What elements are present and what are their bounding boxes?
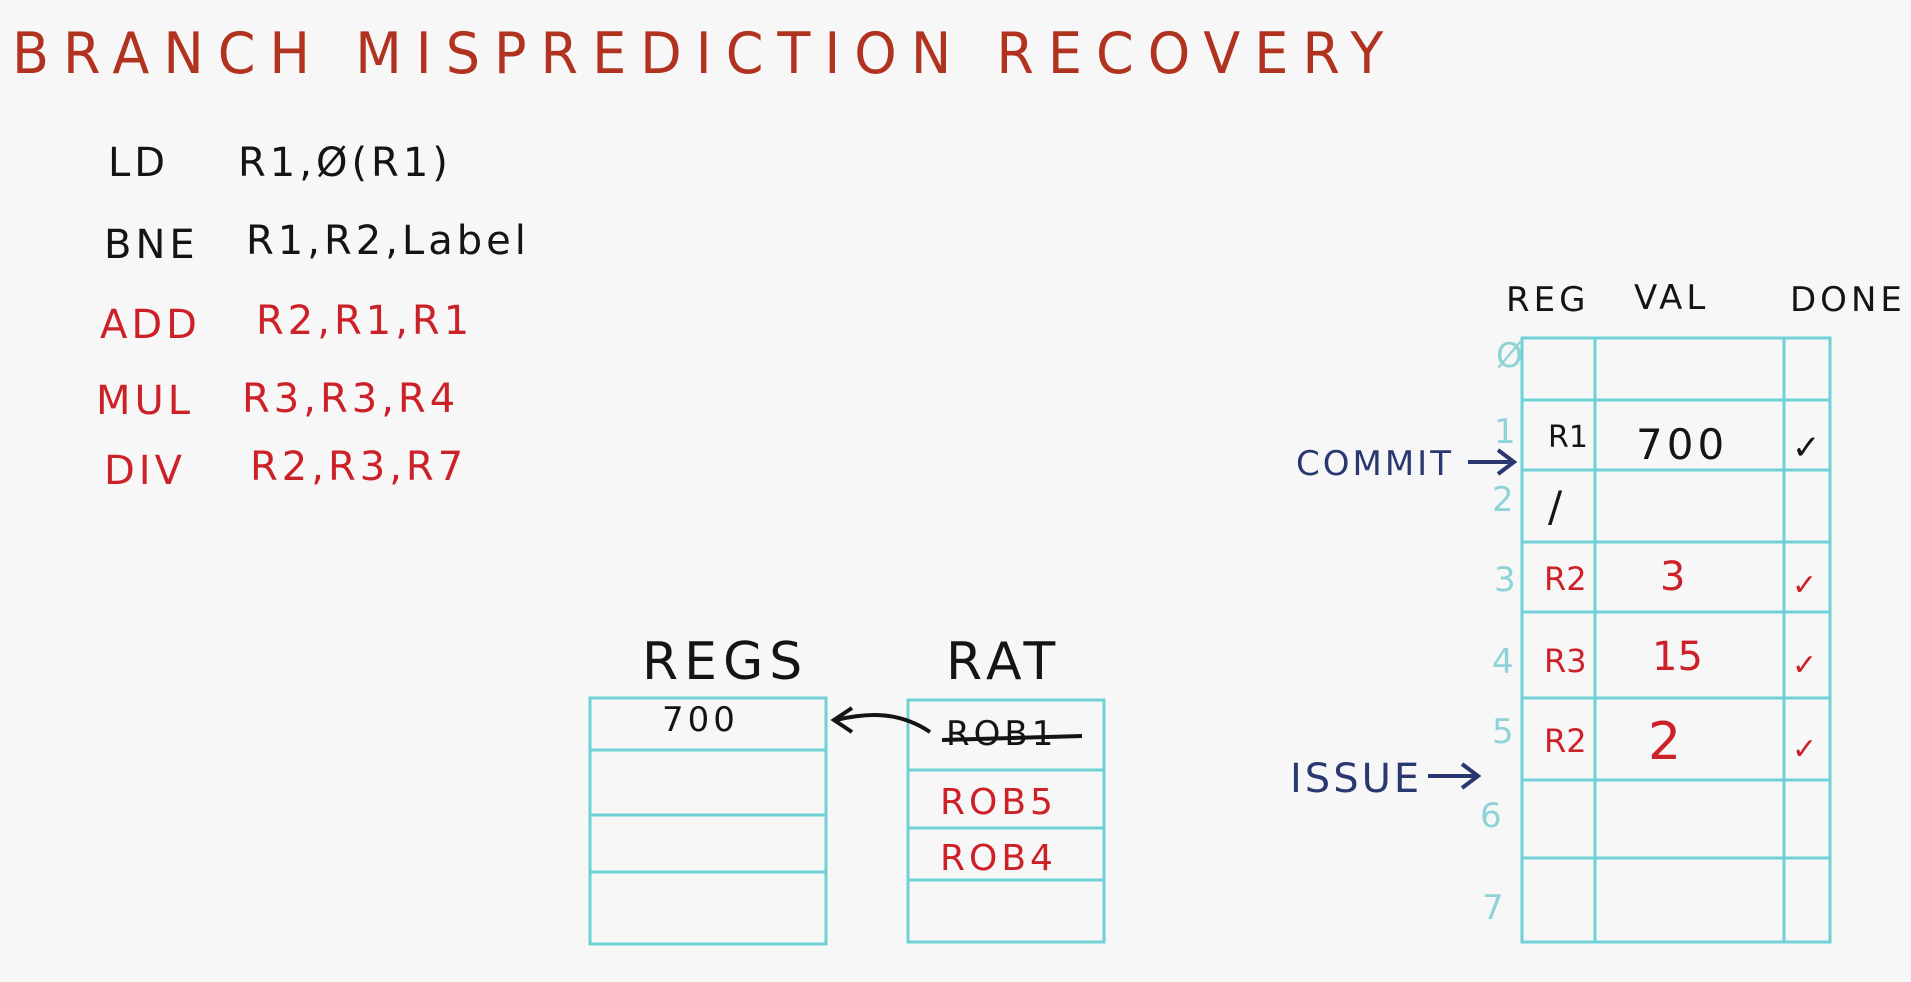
rob-header-reg: REG <box>1506 280 1590 320</box>
rob-header-done: DONE <box>1790 280 1906 320</box>
issue-arrow <box>1428 762 1482 790</box>
code-line-op: BNE <box>104 222 199 268</box>
rob-index: 7 <box>1482 888 1504 928</box>
regs-cell: 700 <box>662 700 739 740</box>
code-line-args: R2,R3,R7 <box>250 444 468 490</box>
rob-index: Ø <box>1496 336 1523 376</box>
rob-index: 1 <box>1494 412 1516 452</box>
rob-val: 15 <box>1652 634 1703 680</box>
rob-reg: R3 <box>1544 642 1587 680</box>
rob-index: 2 <box>1492 480 1514 520</box>
rob-val: 700 <box>1636 420 1729 469</box>
rat-cell: ROB1 <box>946 714 1058 754</box>
rat-cell: ROB4 <box>940 838 1057 879</box>
rob-grid <box>1520 336 1832 944</box>
code-line-op: DIV <box>104 448 186 494</box>
rob-header-val: VAL <box>1634 278 1710 318</box>
rob-done: ✓ <box>1792 428 1821 468</box>
rob-reg: / <box>1548 482 1563 531</box>
rob-done: ✓ <box>1792 568 1818 603</box>
issue-pointer-label: ISSUE <box>1290 756 1423 802</box>
code-line-args: R1,R2,Label <box>246 218 530 264</box>
commit-arrow <box>1468 448 1518 476</box>
rob-index: 5 <box>1492 712 1514 752</box>
rob-reg: R1 <box>1548 420 1588 455</box>
rob-val: 3 <box>1660 554 1686 600</box>
rob1-strike <box>941 734 1083 742</box>
rat-label: RAT <box>946 632 1062 692</box>
rob-done: ✓ <box>1792 732 1818 767</box>
rob-index: 3 <box>1494 560 1516 600</box>
rob-index: 4 <box>1492 642 1514 682</box>
rob-reg: R2 <box>1544 722 1587 760</box>
regs-grid <box>588 696 828 946</box>
regs-label: REGS <box>642 632 809 692</box>
rat-cell: ROB5 <box>940 782 1057 823</box>
code-line-args: R1,Ø(R1) <box>238 140 452 186</box>
rob-done: ✓ <box>1792 648 1818 683</box>
rat-to-regs-arrow <box>830 706 932 734</box>
rat-grid <box>906 698 1106 944</box>
rob-reg: R2 <box>1544 560 1587 598</box>
diagram-title: BRANCH MISPREDICTION RECOVERY <box>12 20 1398 87</box>
code-line-args: R3,R3,R4 <box>242 376 460 422</box>
rob-val: 2 <box>1648 712 1682 772</box>
code-line-args: R2,R1,R1 <box>256 298 474 344</box>
code-line-op: MUL <box>96 378 195 424</box>
rob-index: 6 <box>1480 796 1502 836</box>
commit-pointer-label: COMMIT <box>1296 444 1454 484</box>
code-line-op: ADD <box>100 302 201 348</box>
code-line-op: LD <box>108 140 170 186</box>
